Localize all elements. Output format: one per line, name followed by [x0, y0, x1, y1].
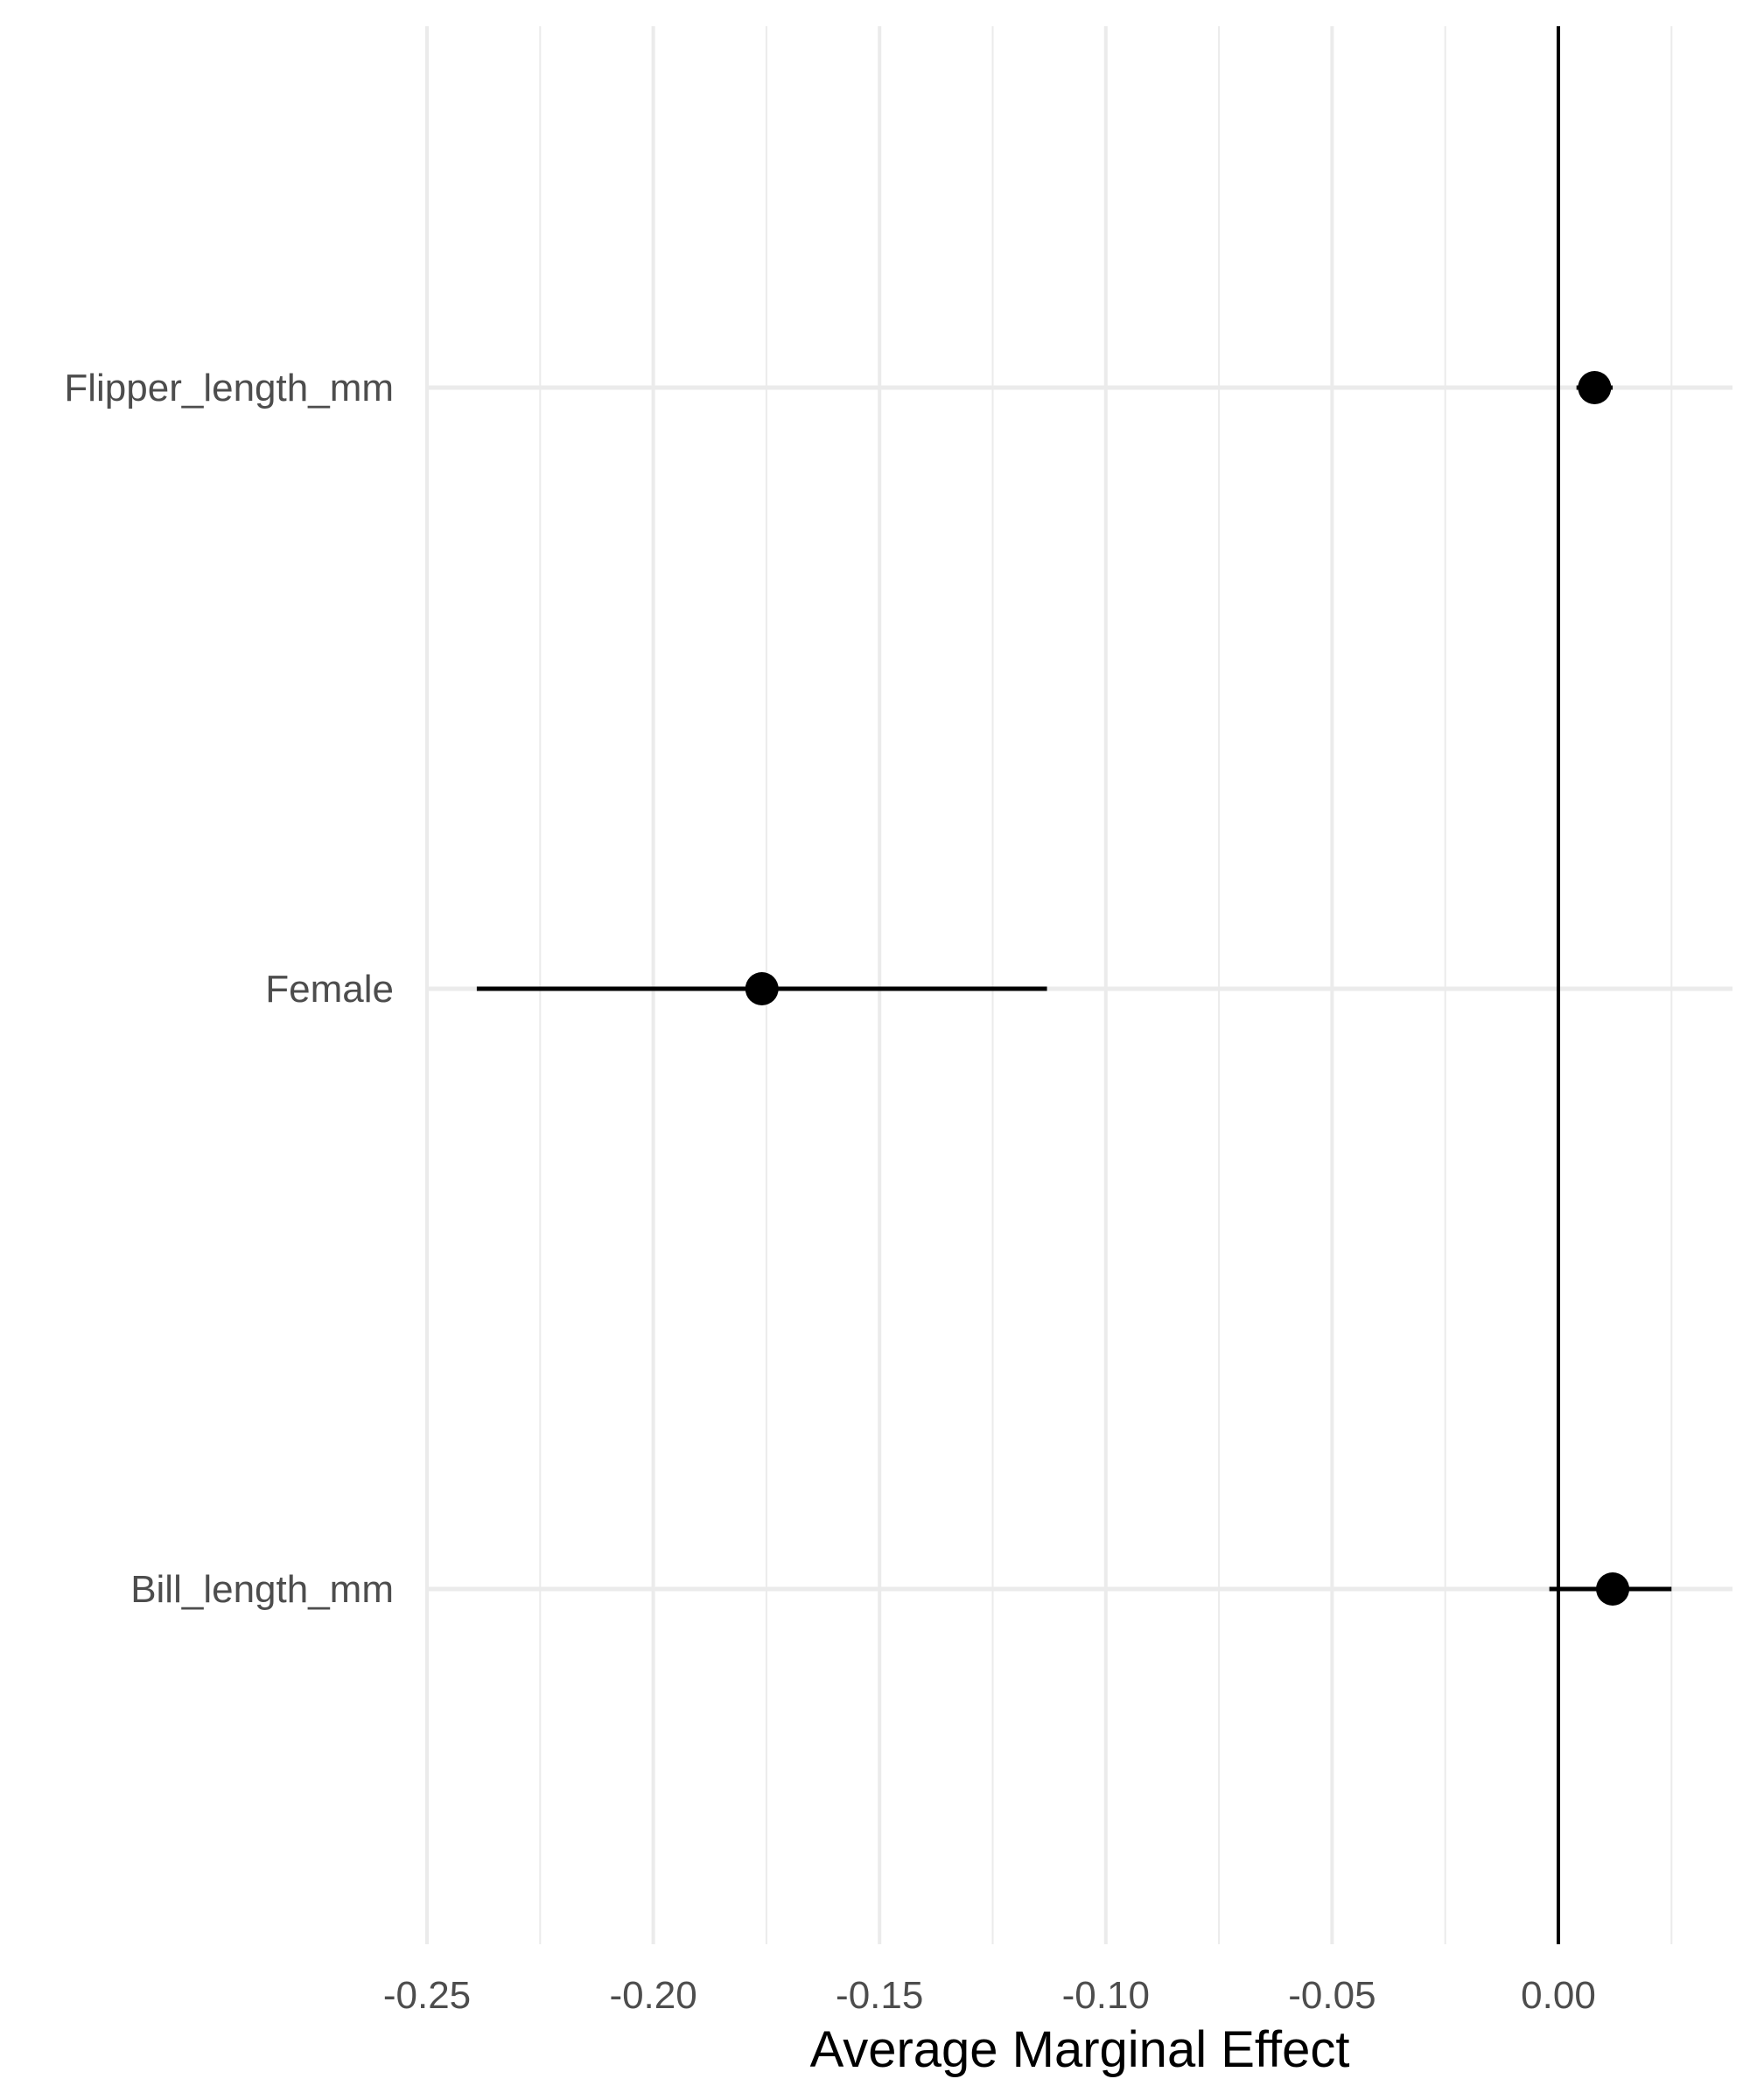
estimate-marks [476, 371, 1672, 1606]
x-tick-label: -0.15 [836, 1974, 923, 2017]
x-tick-label: 0.00 [1521, 1974, 1596, 2017]
x-axis-title: Average Marginal Effect [810, 2021, 1350, 2078]
estimate-point-female [745, 972, 779, 1005]
estimate-point-bill-length-mm [1596, 1572, 1630, 1606]
y-tick-label: Flipper_length_mm [64, 367, 394, 410]
x-tick-label: -0.25 [383, 1974, 471, 2017]
estimate-point-flipper-length-mm [1578, 371, 1612, 404]
x-axis-tick-labels: -0.25 -0.20 -0.15 -0.10 -0.05 0.00 [383, 1974, 1596, 2017]
y-axis-category-labels: Flipper_length_mm Female Bill_length_mm [64, 367, 394, 1611]
x-tick-label: -0.05 [1288, 1974, 1376, 2017]
x-tick-label: -0.20 [609, 1974, 696, 2017]
minor-gridlines [539, 26, 1673, 1944]
y-tick-label: Female [265, 968, 394, 1011]
y-tick-label: Bill_length_mm [130, 1568, 394, 1611]
x-tick-label: -0.10 [1062, 1974, 1150, 2017]
